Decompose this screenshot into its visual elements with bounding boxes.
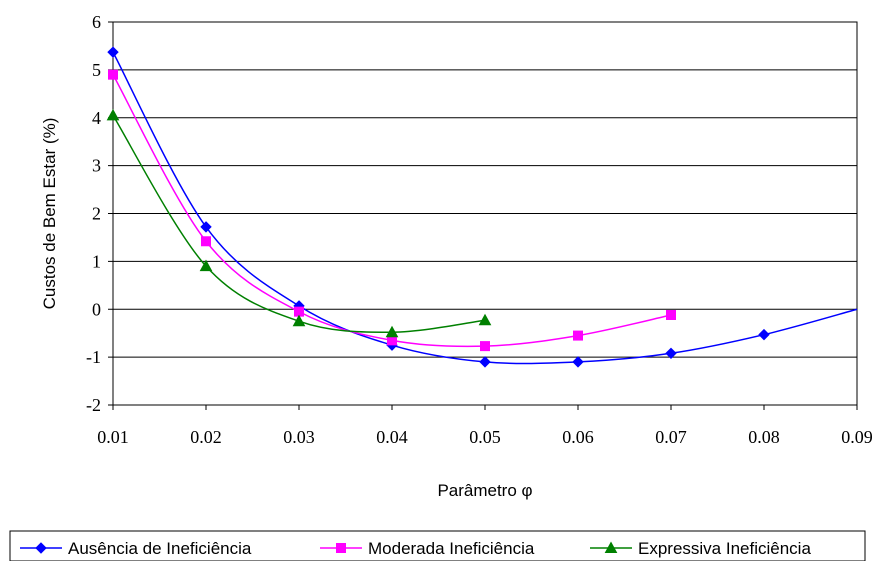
legend: Ausência de Ineficiência Moderada Inefici…: [9, 530, 866, 561]
series-line: [112, 114, 486, 334]
legend-swatch-marker: [35, 542, 47, 554]
data-point: [201, 236, 211, 247]
series-markers: [106, 46, 770, 368]
y-tick-label: 6: [92, 12, 101, 32]
y-tick-label: 1: [92, 251, 101, 271]
y-tick-label: 4: [92, 108, 101, 128]
legend-box: [9, 530, 866, 561]
legend-swatch-marker: [604, 541, 618, 553]
data-point: [385, 325, 399, 338]
x-tick-label: 0.08: [748, 427, 780, 447]
data-point: [108, 69, 118, 80]
data-point: [572, 356, 584, 368]
y-axis-title: Custos de Bem Estar (%): [40, 118, 59, 310]
x-tick-label: 0.04: [376, 427, 408, 447]
data-point: [478, 313, 492, 326]
x-tick-label: 0.09: [841, 427, 873, 447]
data-point: [292, 314, 306, 327]
y-tick-label: -2: [86, 395, 101, 415]
legend-label: Ausência de Ineficiência: [68, 539, 252, 558]
data-point: [199, 259, 213, 272]
data-point: [106, 108, 120, 121]
x-tick-labels: 0.01 0.02 0.03 0.04 0.05 0.06 0.07 0.08 0.09: [97, 405, 873, 447]
y-tick-label: 5: [92, 60, 101, 80]
data-point: [758, 328, 770, 341]
x-tick-label: 0.06: [562, 427, 594, 447]
legend-label: Expressiva Ineficiência: [638, 539, 811, 558]
series-line: [112, 74, 672, 348]
legend-label: Moderada Ineficiência: [368, 539, 535, 558]
data-point: [107, 46, 119, 58]
data-point: [665, 347, 677, 360]
data-point: [666, 309, 676, 320]
x-tick-label: 0.01: [97, 427, 129, 447]
data-point: [573, 330, 583, 341]
data-point: [479, 356, 491, 368]
data-point: [200, 221, 212, 233]
data-point: [480, 341, 490, 352]
y-tick-label: 3: [92, 156, 101, 176]
x-tick-label: 0.05: [469, 427, 501, 447]
y-tick-label: 0: [92, 299, 101, 319]
x-axis-title: Parâmetro φ: [437, 481, 532, 500]
x-tick-label: 0.07: [655, 427, 687, 447]
x-tick-label: 0.03: [283, 427, 315, 447]
x-tick-label: 0.02: [190, 427, 222, 447]
y-tick-label: 2: [92, 204, 101, 224]
y-tick-label: -1: [86, 347, 101, 367]
legend-swatch-marker: [336, 543, 346, 553]
